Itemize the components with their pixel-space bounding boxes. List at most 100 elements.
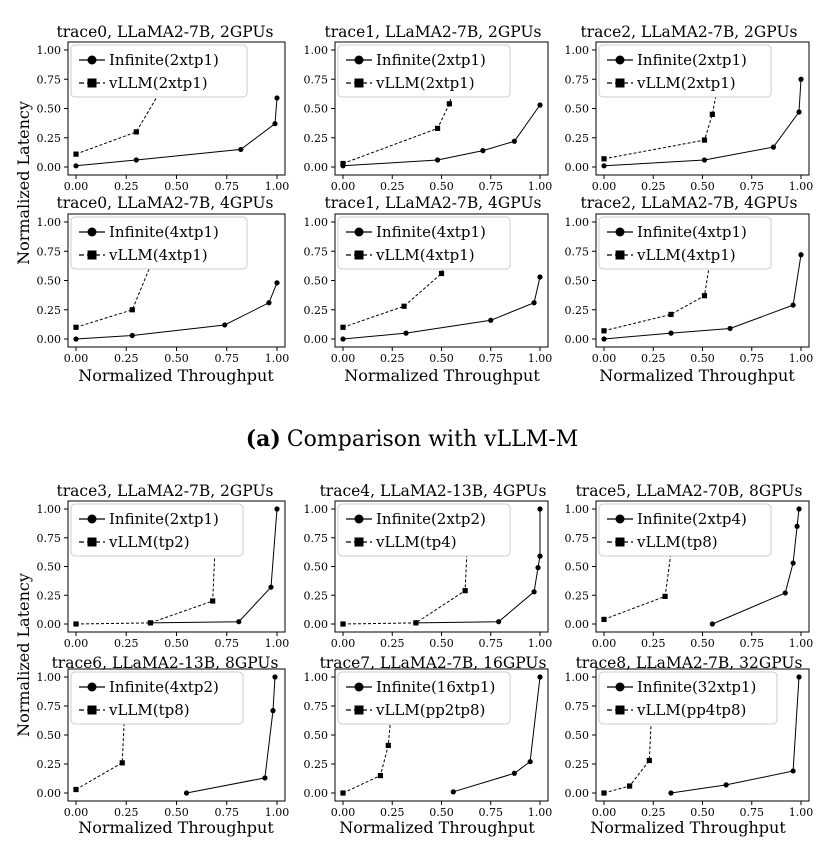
panel8-title: trace4, LLaMA2-13B, 4GPUs [320, 482, 547, 500]
panel5-y-tick-label: 0.75 [304, 245, 329, 258]
panel10-y-tick-label: 1.00 [37, 671, 62, 684]
panel5-x-tick-label: 0.50 [429, 352, 454, 365]
panel12-x-tick-label: 0.00 [592, 806, 617, 819]
panel3-series-1-point [798, 76, 804, 82]
panel6-legend-marker-2 [615, 250, 625, 260]
panel4-legend-marker-1 [87, 227, 97, 237]
panel6-x-tick-label: 1.00 [789, 352, 814, 365]
panel5-series-1-line [342, 276, 541, 340]
panel2-legend-marker-1 [354, 55, 364, 65]
panel6-series-1-point [601, 336, 607, 342]
panel8-series-1-line [415, 509, 541, 624]
panel7-title: trace3, LLaMA2-7B, 2GPUs [57, 482, 274, 500]
panel3-y-tick-label: 0.75 [565, 73, 590, 86]
panel12-series-1-point [790, 768, 796, 774]
panel5-x-tick-label: 0.00 [331, 352, 356, 365]
panel5-series-2-point [438, 270, 445, 277]
panel10-title: trace6, LLaMA2-13B, 8GPUs [52, 654, 279, 672]
chart-panel-1: trace0, LLaMA2-7B, 2GPUs 0.00 0.25 0.50 0.75… [37, 23, 290, 193]
y-axis-label-row1: Normalized Latency [14, 101, 33, 265]
panel10-y-tick-label: 0.75 [37, 700, 62, 713]
panel10-x-tick-label: 0.25 [114, 806, 139, 819]
panel6-series-1-point [790, 302, 796, 308]
panel1-y-tick-label: 0.25 [37, 132, 62, 145]
panel2-y-tick-label: 1.00 [304, 44, 329, 57]
panel3-series-2-point [701, 137, 708, 143]
panel8-x-tick-label: 0.00 [331, 637, 356, 650]
panel11-legend-marker-1 [354, 682, 364, 692]
panel3-y-tick-label: 1.00 [565, 44, 590, 57]
chart-panels: trace0, LLaMA2-7B, 2GPUs 0.00 0.25 0.50 0.75… [37, 23, 814, 819]
panel4-series-1-point [129, 332, 135, 339]
panel5-x-tick-label: 0.25 [380, 352, 405, 365]
panel10-legend-label-2: vLLM(tp8) [108, 701, 190, 719]
chart-panel-5: trace1, LLaMA2-7B, 4GPUs 0.00 0.25 0.50 0.75… [304, 194, 553, 365]
panel8-y-tick-label: 0.25 [304, 589, 329, 602]
panel9-y-tick-label: 0.50 [565, 561, 590, 574]
panel2-x-tick-label: 0.50 [429, 180, 454, 193]
panel11-x-tick-label: 1.00 [528, 806, 553, 819]
panel10-legend-marker-2 [87, 705, 97, 715]
panel1-series-1-line [75, 97, 278, 167]
panel8-series-1-point [531, 589, 537, 595]
panel2-series-1-line [342, 104, 541, 167]
panel11-x-tick-label: 0.25 [380, 806, 405, 819]
panel2-y-tick-label: 0.50 [304, 103, 329, 116]
panel2-y-tick-label: 0.75 [304, 73, 329, 86]
panel12-y-tick-label: 0.75 [565, 700, 590, 713]
panel11-x-tick-label: 0.00 [331, 806, 356, 819]
panel3-legend-label-2: vLLM(2xtp1) [636, 74, 736, 92]
panel11-series-1-point [450, 789, 456, 795]
panel12-y-tick-label: 0.00 [565, 787, 590, 800]
panel1-x-tick-label: 0.25 [114, 180, 139, 193]
panel5-y-tick-label: 0.50 [304, 275, 329, 288]
chart-panel-12: trace8, LLaMA2-7B, 32GPUs 0.00 0.25 0.50 0.7… [565, 654, 814, 819]
chart-panel-8: trace4, LLaMA2-13B, 4GPUs 0.00 0.25 0.50 0.7… [304, 482, 553, 650]
panel11-series-2-point [385, 742, 391, 749]
panel7-legend-box [70, 503, 244, 557]
panel8-legend-marker-2 [354, 537, 364, 547]
panel1-y-tick-label: 0.50 [37, 103, 62, 116]
panel12-y-tick-label: 0.50 [565, 729, 590, 742]
panel5-legend-box [337, 216, 511, 270]
panel12-series-2-point [646, 757, 652, 764]
panel5-y-tick-label: 0.00 [304, 333, 329, 346]
panel12-series-1-point [796, 674, 802, 680]
panel4-y-tick-label: 0.50 [37, 275, 62, 288]
panel11-legend-box [337, 671, 511, 725]
panel8-legend-label-2: vLLM(tp4) [375, 533, 457, 551]
panel10-series-1-point [272, 674, 278, 680]
panel10-series-1-line [186, 676, 276, 794]
panel3-legend-box [598, 44, 772, 98]
panel4-legend-marker-2 [87, 250, 97, 260]
panel5-legend-label-1: Infinite(4xtp1) [376, 223, 486, 241]
panel10-x-tick-label: 1.00 [265, 806, 290, 819]
panel10-legend-marker-1 [87, 682, 97, 692]
panel2-x-tick-label: 1.00 [528, 180, 553, 193]
chart-panel-7: trace3, LLaMA2-7B, 2GPUs 0.00 0.25 0.50 0.75… [37, 482, 290, 650]
panel5-x-tick-label: 0.75 [479, 352, 504, 365]
panel12-title: trace8, LLaMA2-7B, 32GPUs [576, 654, 803, 672]
x-axis-label-bottom-col2: Normalized Throughput [339, 818, 535, 837]
panel2-x-tick-label: 0.00 [331, 180, 356, 193]
panel1-series-1-point [238, 146, 244, 153]
panel6-y-tick-label: 0.00 [565, 333, 590, 346]
panel5-title: trace1, LLaMA2-7B, 4GPUs [325, 194, 542, 212]
caption-label: (a) [246, 426, 281, 452]
panel4-series-1-point [274, 280, 280, 286]
panel5-series-2-point [340, 324, 346, 330]
panel9-legend-marker-1 [615, 514, 625, 524]
panel3-title: trace2, LLaMA2-7B, 2GPUs [581, 23, 798, 41]
panel2-x-tick-label: 0.75 [479, 180, 504, 193]
panel4-series-1-line [75, 282, 278, 340]
panel7-legend-marker-2 [87, 537, 97, 547]
panel8-y-tick-label: 0.50 [304, 561, 329, 574]
panel9-y-tick-label: 0.25 [565, 589, 590, 602]
panel4-x-tick-label: 0.75 [215, 352, 240, 365]
chart-panel-10: trace6, LLaMA2-13B, 8GPUs 0.00 0.25 0.50 0.7… [37, 654, 290, 819]
panel5-y-tick-label: 1.00 [304, 216, 329, 229]
panel7-y-tick-label: 1.00 [37, 503, 62, 516]
panel6-legend-marker-1 [615, 227, 625, 237]
panel10-series-2-point [73, 786, 79, 793]
panel8-series-1-point [537, 553, 543, 559]
